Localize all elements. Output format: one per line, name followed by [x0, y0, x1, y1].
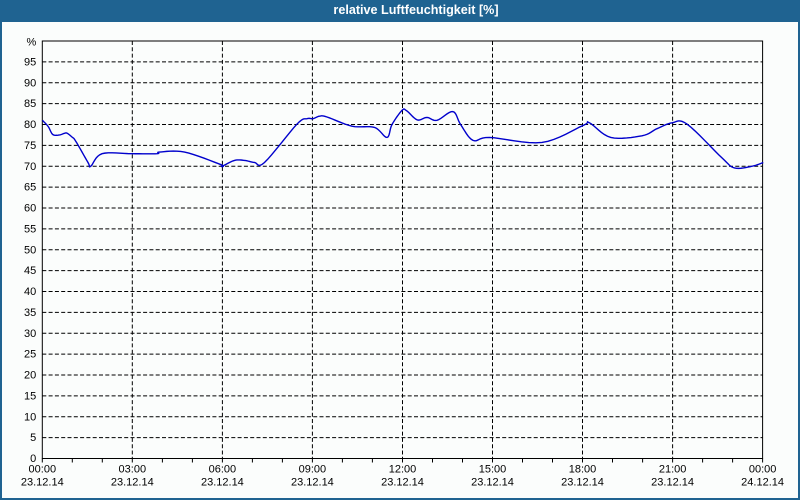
- svg-text:23.12.14: 23.12.14: [471, 477, 514, 489]
- svg-text:80: 80: [24, 119, 36, 131]
- svg-text:23.12.14: 23.12.14: [651, 477, 694, 489]
- svg-text:00:00: 00:00: [29, 464, 57, 476]
- svg-text:20: 20: [24, 370, 36, 382]
- svg-text:95: 95: [24, 56, 36, 68]
- svg-text:10: 10: [24, 411, 36, 423]
- svg-text:23.12.14: 23.12.14: [561, 477, 604, 489]
- svg-text:50: 50: [24, 244, 36, 256]
- svg-text:23.12.14: 23.12.14: [381, 477, 424, 489]
- svg-text:00:00: 00:00: [749, 464, 777, 476]
- svg-text:65: 65: [24, 182, 36, 194]
- svg-text:23.12.14: 23.12.14: [201, 477, 244, 489]
- svg-text:35: 35: [24, 307, 36, 319]
- svg-text:03:00: 03:00: [119, 464, 147, 476]
- svg-text:55: 55: [24, 223, 36, 235]
- svg-text:12:00: 12:00: [389, 464, 417, 476]
- svg-text:%: %: [27, 36, 37, 48]
- svg-text:60: 60: [24, 203, 36, 215]
- svg-text:75: 75: [24, 140, 36, 152]
- svg-text:21:00: 21:00: [659, 464, 687, 476]
- svg-text:15: 15: [24, 390, 36, 402]
- svg-text:40: 40: [24, 286, 36, 298]
- svg-text:70: 70: [24, 161, 36, 173]
- svg-text:15:00: 15:00: [479, 464, 507, 476]
- svg-text:18:00: 18:00: [569, 464, 597, 476]
- svg-text:23.12.14: 23.12.14: [291, 477, 334, 489]
- svg-text:09:00: 09:00: [299, 464, 327, 476]
- svg-text:5: 5: [30, 432, 36, 444]
- svg-text:30: 30: [24, 328, 36, 340]
- svg-text:24.12.14: 24.12.14: [741, 477, 784, 489]
- svg-text:25: 25: [24, 349, 36, 361]
- svg-text:45: 45: [24, 265, 36, 277]
- svg-text:06:00: 06:00: [209, 464, 237, 476]
- svg-text:23.12.14: 23.12.14: [21, 477, 64, 489]
- svg-text:85: 85: [24, 98, 36, 110]
- svg-text:23.12.14: 23.12.14: [111, 477, 154, 489]
- svg-text:90: 90: [24, 77, 36, 89]
